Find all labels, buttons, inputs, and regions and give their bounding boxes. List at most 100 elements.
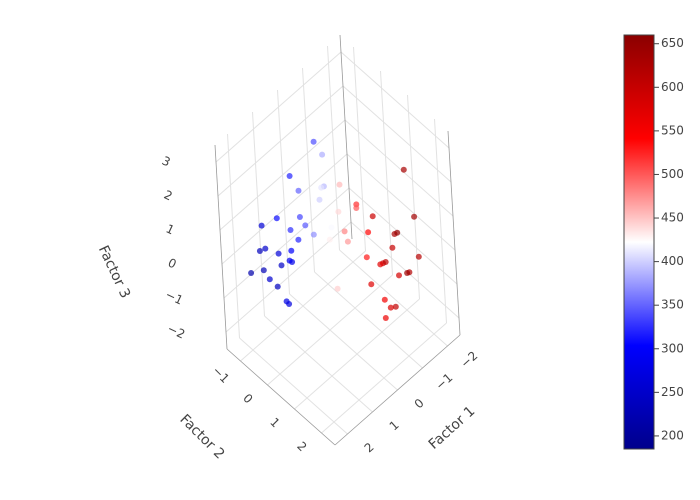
data-point: [278, 262, 285, 269]
data-point: [328, 224, 335, 231]
z-tick-label: −2: [165, 321, 187, 341]
z-axis-title: Factor 3: [95, 243, 133, 301]
data-point: [382, 259, 389, 265]
colorbar-tick-label: 450: [661, 211, 684, 225]
data-point: [316, 196, 323, 203]
grid-line: [294, 298, 420, 410]
data-point: [382, 315, 389, 321]
data-point: [286, 257, 293, 264]
grid-line: [321, 322, 447, 434]
data-point: [287, 227, 294, 233]
z-tick-label: 3: [160, 154, 173, 170]
grid-line: [223, 187, 350, 299]
x-tick-label: −2: [458, 349, 481, 371]
colorbar-tick-label: 300: [661, 341, 684, 355]
data-point: [335, 208, 342, 215]
data-point: [295, 187, 302, 194]
data-point: [258, 222, 265, 229]
y-tick-label: 2: [294, 439, 309, 454]
axis-line: [447, 130, 461, 336]
grid-line: [327, 45, 340, 251]
grid-line: [348, 187, 458, 285]
data-point: [353, 205, 360, 211]
grid-line: [353, 46, 366, 252]
data-point: [400, 166, 407, 173]
grid-line: [302, 67, 315, 273]
grid-line: [252, 111, 265, 317]
data-point: [260, 267, 267, 274]
data-point: [415, 253, 422, 260]
point-layer: [248, 138, 422, 321]
data-point: [363, 254, 370, 261]
z-tick-label: 0: [166, 256, 179, 272]
data-point: [296, 214, 303, 220]
data-point: [283, 298, 290, 305]
data-point: [377, 261, 384, 268]
colorbar: [623, 34, 655, 450]
axis-line: [214, 144, 228, 350]
data-point: [302, 222, 309, 229]
y-tick-label: −1: [210, 363, 232, 385]
grid-line: [350, 221, 460, 319]
colorbar-tick-label: 600: [661, 80, 684, 94]
y-tick-label: 1: [267, 415, 282, 430]
grid-layer: [214, 34, 461, 446]
data-point: [273, 215, 280, 222]
data-point: [262, 245, 269, 252]
data-point: [389, 244, 396, 251]
x-tick-label: 2: [362, 440, 377, 456]
z-tick-label: 2: [162, 188, 175, 204]
x-tick-label: 0: [412, 396, 427, 412]
data-point: [394, 229, 401, 236]
data-point: [411, 213, 418, 220]
data-point: [336, 181, 343, 188]
data-point: [334, 285, 341, 292]
data-point: [381, 296, 388, 303]
grid-line: [407, 94, 420, 300]
data-point: [256, 248, 263, 254]
grid-line: [239, 337, 348, 435]
grid-line: [340, 51, 450, 149]
data-point: [392, 303, 399, 310]
data-point: [248, 270, 255, 276]
colorbar-tick-label: 550: [661, 123, 684, 137]
data-point: [365, 229, 372, 236]
colorbar-tick-label: 200: [661, 428, 684, 442]
data-point: [404, 270, 411, 276]
colorbar-tick-label: 350: [661, 298, 684, 312]
y-axis-title: Factor 2: [176, 411, 227, 462]
data-point: [344, 238, 351, 245]
data-point: [318, 184, 325, 191]
colorbar-tick-label: 400: [661, 254, 684, 268]
grid-line: [215, 51, 342, 163]
grid-line: [221, 153, 348, 265]
z-tick-label: 1: [164, 222, 177, 238]
grid-line: [264, 315, 373, 413]
colorbar-tick-label: 650: [661, 36, 684, 50]
grid-line: [227, 133, 240, 339]
grid-line: [339, 249, 448, 347]
data-point: [310, 138, 317, 145]
data-point: [288, 247, 295, 254]
axis-line: [339, 34, 353, 240]
x-axis-title: Factor 1: [426, 403, 478, 453]
colorbar-tick-label: 500: [661, 167, 684, 181]
grid-line: [342, 85, 452, 183]
x-tick-label: 1: [387, 418, 402, 434]
grid-line: [267, 274, 393, 386]
x-tick-label: −1: [433, 371, 456, 393]
data-point: [341, 228, 348, 235]
data-point: [368, 281, 375, 288]
axis-line: [334, 334, 461, 446]
grid-line: [219, 119, 346, 231]
data-point: [275, 250, 282, 257]
grid-line: [346, 153, 456, 251]
grid-line: [344, 119, 454, 217]
grid-line: [434, 118, 447, 324]
data-point: [369, 213, 376, 220]
z-tick-label: −1: [163, 287, 185, 307]
data-point: [396, 272, 402, 279]
grid-line: [289, 293, 398, 391]
data-point: [266, 276, 273, 283]
data-point: [387, 304, 394, 311]
